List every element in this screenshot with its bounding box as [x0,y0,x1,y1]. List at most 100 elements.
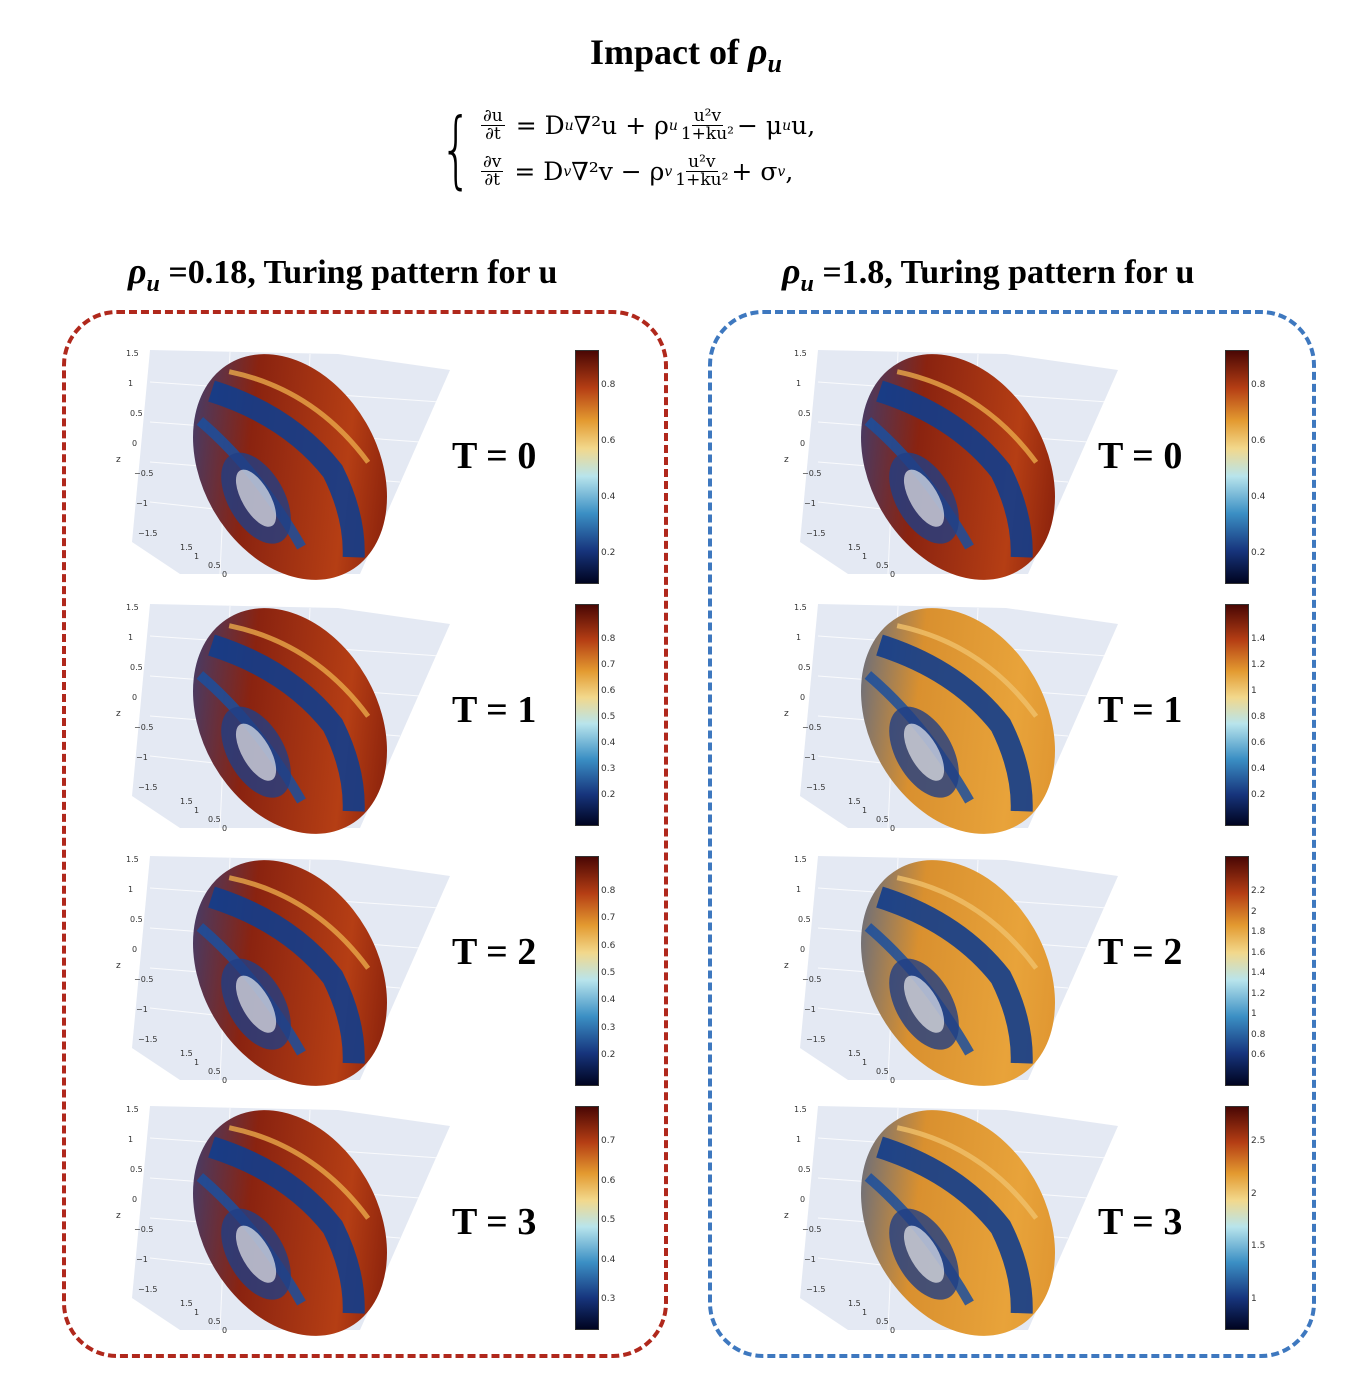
z-axis-label: z [116,961,121,971]
z-tick-label: 0.5 [798,663,811,672]
colorbar-tick-label: 1.2 [1251,660,1266,670]
z-tick-label: 1.5 [794,1105,807,1114]
colorbar-tick-label: 0.4 [1251,492,1266,502]
z-tick-label: −1.5 [806,529,825,538]
base-tick-label: 1 [194,552,199,561]
colorbar-tick-label: 0.4 [1251,764,1266,774]
colorbar-tick-label: 2 [1251,1188,1257,1199]
z-tick-label: −1 [136,1255,148,1264]
base-tick-label: 0.5 [876,815,889,824]
colorbar-tick-label: 0.8 [601,380,616,390]
z-axis-label: z [784,709,789,719]
z-tick-label: −1 [804,1005,816,1014]
base-tick-label: 1.5 [848,1049,861,1058]
colorbar-tick-label: 0.7 [601,913,616,924]
colorbar-tick-label: 0.3 [601,1294,616,1304]
z-tick-label: −0.5 [134,723,153,732]
colorbar-tick-label: 0.4 [601,492,616,502]
z-tick-label: 0.5 [130,1165,143,1174]
base-tick-label: 0.5 [208,1317,221,1326]
base-tick-label: 1 [194,1308,199,1317]
z-axis-label: z [116,709,121,719]
z-tick-label: −1 [804,499,816,508]
z-tick-label: −1 [804,753,816,762]
colorbar-tick-label: 1.4 [1251,968,1266,978]
base-tick-label: 0 [222,1076,227,1085]
z-tick-label: 1 [128,379,133,388]
colorbar-tick-label: 0.6 [601,1175,616,1186]
figure-title: Impact of ρu [0,30,1372,79]
z-tick-label: 0 [132,439,137,448]
z-tick-label: −1.5 [138,783,157,792]
z-tick-label: 0 [800,1195,805,1204]
base-tick-label: 1.5 [180,543,193,552]
colorbar-tick-label: 0.5 [601,968,616,978]
left-column-heading: ρu =0.18, Turing pattern for u [128,251,558,297]
colorbar-tick-label: 0.3 [601,764,616,774]
colorbar-tick-label: 0.7 [601,1136,616,1146]
title-symbol: ρ [747,31,768,73]
torus-plot-1-0: z1.510.50−0.5−1−1.51.510.50 [784,349,1118,580]
base-tick-label: 0 [890,570,895,579]
title-prefix: Impact of [589,32,748,72]
z-axis-label: z [116,455,121,465]
z-tick-label: 1 [128,885,133,894]
colorbar-tick-label: 0.4 [601,738,616,748]
colorbar-tick-label: 0.2 [601,1050,616,1060]
time-label: T = 2 [1098,931,1183,973]
right-column-heading: ρu =1.8, Turing pattern for u [782,251,1195,297]
colorbar-tick-label: 0.6 [1251,738,1266,748]
base-tick-label: 0.5 [876,561,889,570]
z-tick-label: 0.5 [130,915,143,924]
torus-hole [235,723,277,781]
title-subscript: u [767,49,783,78]
z-tick-label: 0 [800,945,805,954]
colorbar [1225,856,1249,1086]
base-tick-label: 0.5 [876,1067,889,1076]
z-tick-label: 1 [796,379,801,388]
z-tick-label: −1 [136,753,148,762]
torus-plot-0-3: z1.510.50−0.5−1−1.51.510.50 [116,1105,450,1336]
z-tick-label: −1.5 [138,1035,157,1044]
colorbar-tick-label: 0.7 [601,660,616,670]
z-tick-label: 0 [132,1195,137,1204]
base-tick-label: 1 [862,1308,867,1317]
base-tick-label: 0 [890,1076,895,1085]
time-label: T = 2 [452,931,537,973]
colorbar-tick-label: 1 [1251,1009,1257,1019]
colorbar [575,604,599,826]
colorbar-tick-label: 2 [1251,906,1257,917]
torus-plot-1-3: z1.510.50−0.5−1−1.51.510.50 [784,1105,1118,1336]
colorbar [1225,1106,1249,1330]
z-tick-label: 0 [800,439,805,448]
base-tick-label: 1 [194,806,199,815]
base-tick-label: 1.5 [180,1299,193,1308]
z-tick-label: 0.5 [798,1165,811,1174]
z-tick-label: −1 [804,1255,816,1264]
colorbar [1225,604,1249,826]
base-tick-label: 0.5 [208,815,221,824]
z-tick-label: 1.5 [126,349,139,358]
colorbar-tick-label: 0.2 [601,790,616,800]
base-tick-label: 1 [194,1058,199,1067]
torus-hole [235,1225,277,1283]
base-tick-label: 0 [222,570,227,579]
z-tick-label: 0.5 [798,409,811,418]
reaction-fraction-v: u²v 1+ku² [675,152,729,190]
z-axis-label: z [784,961,789,971]
base-tick-label: 0.5 [208,1067,221,1076]
colorbar-tick-label: 0.2 [1251,790,1266,800]
z-tick-label: 0.5 [798,915,811,924]
colorbar-tick-label: 1.6 [1251,947,1266,958]
time-label: T = 0 [452,435,537,477]
colorbar-tick-label: 0.6 [1251,1050,1266,1060]
torus-hole [903,469,945,527]
base-tick-label: 1 [862,1058,867,1067]
colorbar-tick-label: 2.2 [1251,886,1266,896]
z-tick-label: 1.5 [126,603,139,612]
colorbar-tick-label: 0.8 [1251,712,1266,722]
base-tick-label: 0 [890,824,895,833]
z-tick-label: 1 [128,1135,133,1144]
z-tick-label: −1.5 [138,1285,157,1294]
